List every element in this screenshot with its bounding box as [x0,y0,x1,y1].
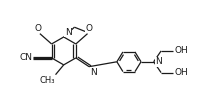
Text: CN: CN [19,53,32,62]
Text: O: O [85,24,93,33]
Text: N: N [155,57,162,66]
Text: N: N [90,68,97,77]
Text: OH: OH [174,46,188,55]
Text: O: O [35,24,42,33]
Text: N: N [65,28,71,37]
Text: OH: OH [174,68,188,77]
Text: CH₃: CH₃ [39,76,55,85]
